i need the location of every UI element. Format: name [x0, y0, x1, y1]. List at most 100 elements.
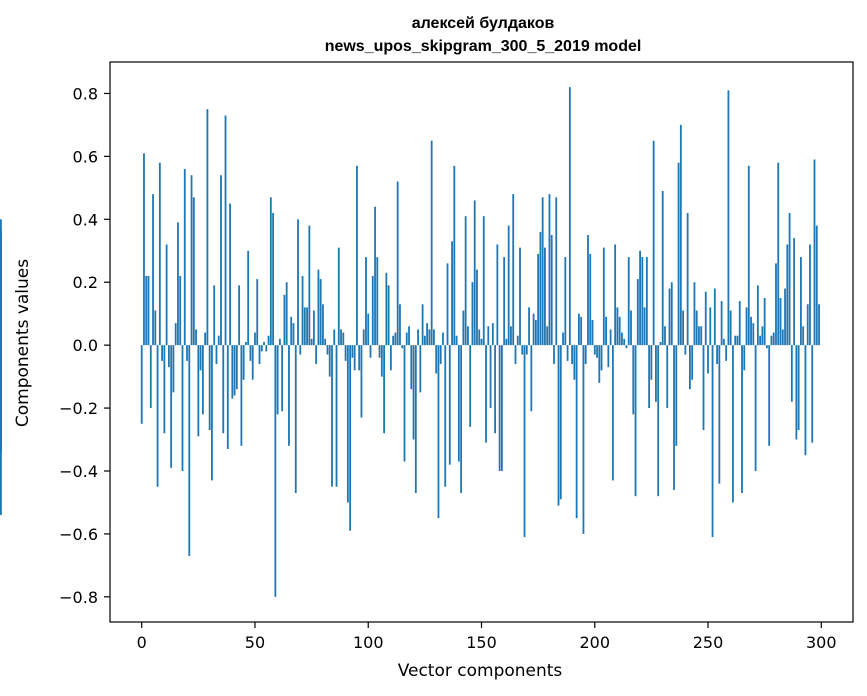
bar [738, 301, 741, 346]
bar [752, 323, 755, 346]
bar [684, 345, 687, 355]
bar [190, 175, 193, 346]
bar [555, 197, 558, 346]
bar [349, 345, 352, 531]
bar [718, 345, 721, 484]
bar [815, 225, 818, 346]
bar [741, 345, 743, 494]
x-axis-label: Vector components [398, 661, 563, 681]
bar [324, 338, 327, 346]
bar [532, 313, 535, 346]
bar [598, 345, 601, 383]
bar [333, 329, 336, 346]
bar [725, 345, 728, 361]
bar [799, 257, 802, 346]
bar [442, 332, 444, 346]
bar [167, 345, 170, 368]
bar [410, 345, 413, 390]
bar [453, 165, 456, 346]
bar [664, 326, 666, 346]
bar [396, 181, 399, 346]
bar [614, 244, 617, 346]
bar [301, 275, 304, 346]
bar [149, 345, 152, 409]
bar [809, 244, 811, 346]
y-tick-label: −0.6 [59, 525, 98, 544]
bar [467, 326, 469, 346]
bar [353, 345, 356, 371]
bar [578, 313, 580, 346]
bar [611, 345, 614, 481]
bar [675, 345, 678, 446]
bar [319, 279, 322, 346]
bar [759, 335, 762, 346]
chart-subtitle: news_upos_skipgram_300_5_2019 model [325, 38, 642, 55]
bar [170, 345, 173, 468]
bar [448, 345, 451, 465]
bar [784, 288, 786, 346]
bar [546, 326, 549, 346]
bar [818, 304, 820, 346]
bar [303, 307, 306, 346]
bar [378, 345, 381, 358]
bar [623, 338, 626, 346]
bar [435, 345, 438, 374]
bar [351, 345, 354, 358]
bar [566, 345, 569, 361]
bar [0, 228, 2, 346]
bar [788, 213, 791, 346]
y-axis-label: Components values [13, 259, 33, 427]
y-tick-label: 0.2 [73, 273, 98, 292]
bar [306, 307, 308, 346]
bar [673, 345, 675, 490]
bar [376, 257, 379, 346]
bar [602, 247, 605, 346]
bar [224, 115, 227, 346]
bar [263, 342, 265, 346]
bar [530, 345, 533, 412]
bar [331, 345, 333, 487]
bar [217, 335, 220, 346]
bar [412, 345, 415, 440]
bar [310, 338, 313, 346]
bar [476, 269, 478, 346]
bar [238, 285, 241, 346]
bar [779, 297, 782, 346]
bar [618, 316, 621, 346]
bar [704, 291, 707, 346]
bar [462, 310, 465, 346]
chart-title: алексей булдаков [412, 15, 555, 32]
bar [811, 345, 814, 443]
bar [186, 345, 188, 361]
bar [247, 250, 250, 346]
bar [269, 197, 272, 346]
bar [140, 345, 143, 424]
bar [480, 338, 483, 346]
bar [695, 310, 698, 346]
x-tick-label: 250 [693, 633, 724, 652]
bar [222, 345, 225, 434]
bar [756, 285, 759, 346]
bar [716, 345, 718, 365]
bar [154, 310, 157, 346]
bar [358, 345, 361, 371]
bar [428, 329, 431, 346]
bar [491, 323, 494, 346]
bar [469, 345, 472, 427]
bar [242, 345, 245, 380]
bar [322, 304, 324, 346]
bar [439, 345, 442, 365]
bar [172, 345, 175, 393]
bar [265, 345, 268, 352]
bar [503, 257, 506, 346]
bar [199, 345, 202, 371]
bar [245, 342, 247, 346]
y-tick-label: 0.6 [73, 147, 98, 166]
bar [274, 345, 277, 597]
bar [147, 275, 150, 346]
bar [317, 269, 320, 346]
bar [235, 345, 238, 390]
bar [356, 165, 358, 346]
bar [713, 288, 716, 346]
